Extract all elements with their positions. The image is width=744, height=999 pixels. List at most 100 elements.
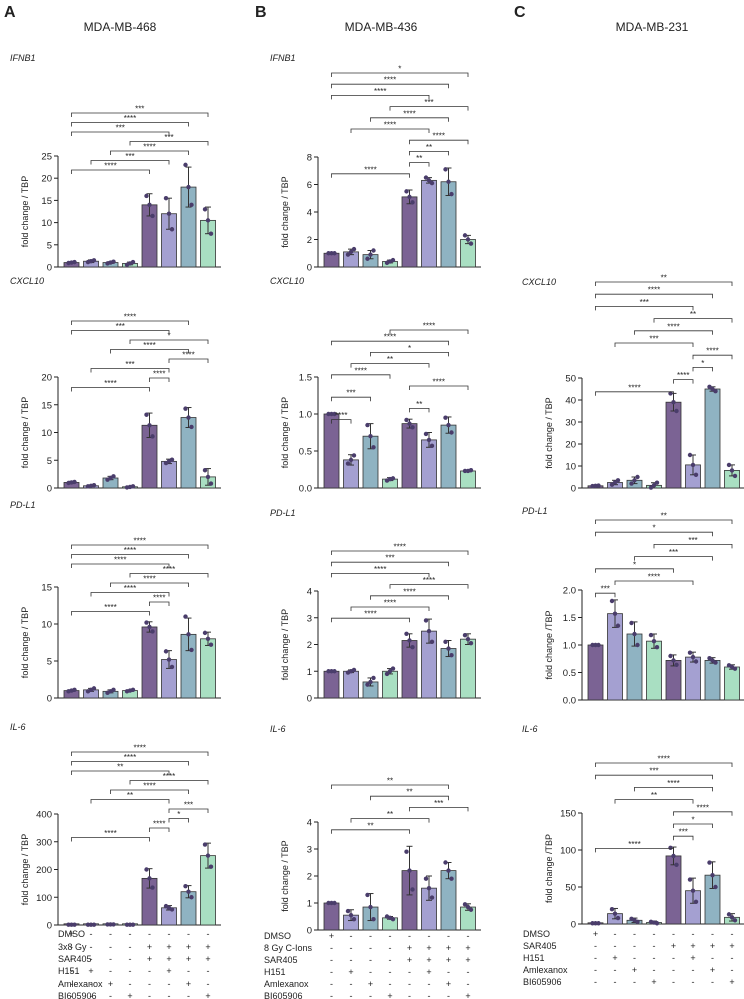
significance-bracket xyxy=(595,281,733,286)
significance-bracket xyxy=(71,112,209,117)
significance-bracket xyxy=(110,150,189,155)
data-point xyxy=(169,907,175,912)
data-point xyxy=(348,912,354,918)
data-point xyxy=(365,682,370,687)
data-point xyxy=(205,853,211,858)
data-point xyxy=(635,919,640,924)
bar xyxy=(421,179,437,268)
treatment-mark: - xyxy=(447,991,450,999)
treatment-mark: - xyxy=(614,965,617,975)
data-point xyxy=(365,422,370,428)
significance-bracket xyxy=(350,363,430,368)
significance-bracket xyxy=(331,561,449,567)
treatment-mark: - xyxy=(187,966,190,976)
treatment-mark: - xyxy=(731,953,734,963)
data-point xyxy=(205,218,211,223)
significance-bracket xyxy=(350,128,430,133)
significance-label: *** xyxy=(649,767,658,776)
significance-bracket xyxy=(331,173,410,178)
data-point xyxy=(163,649,169,654)
bar xyxy=(161,460,177,489)
bar xyxy=(401,196,418,268)
treatment-mark: - xyxy=(731,929,734,939)
significance-bracket xyxy=(595,774,713,780)
y-axis-label: fold change / TBP xyxy=(20,397,30,468)
treatment-mark: - xyxy=(672,977,675,987)
data-point xyxy=(147,202,152,208)
treatment-mark: - xyxy=(389,967,392,977)
treatment-label: SAR405 xyxy=(523,941,557,951)
significance-label: **** xyxy=(384,333,396,342)
treatment-mark: - xyxy=(428,991,431,999)
treatment-mark: - xyxy=(90,991,93,999)
treatment-mark: - xyxy=(447,931,450,941)
data-point xyxy=(72,259,77,265)
significance-bracket xyxy=(71,131,170,136)
significance-bracket xyxy=(331,617,410,623)
treatment-mark: + xyxy=(446,979,451,989)
data-point xyxy=(208,864,214,869)
significance-bracket xyxy=(149,827,170,832)
significance-label: * xyxy=(652,524,655,533)
significance-label: **** xyxy=(104,603,116,612)
treatment-label: Amlexanox xyxy=(58,979,103,989)
y-tick-label: 3 xyxy=(307,613,312,624)
treatment-mark: - xyxy=(594,965,597,975)
y-tick-label: 0.0 xyxy=(563,696,576,707)
data-point xyxy=(163,195,169,201)
significance-bracket xyxy=(634,556,713,561)
data-point xyxy=(629,481,634,486)
significance-bracket xyxy=(90,368,170,373)
y-tick-label: 5 xyxy=(47,240,52,251)
data-point xyxy=(404,849,409,854)
y-tick-label: 2 xyxy=(307,640,312,651)
significance-bracket xyxy=(71,751,209,756)
treatment-mark: - xyxy=(633,941,636,951)
treatment-mark: - xyxy=(168,929,171,939)
data-point xyxy=(410,644,415,650)
significance-label: ** xyxy=(661,512,667,521)
data-point xyxy=(144,412,149,417)
treatment-mark: - xyxy=(369,955,372,965)
data-point xyxy=(612,611,618,616)
significance-label: ** xyxy=(416,400,422,409)
treatment-mark: - xyxy=(614,929,617,939)
data-point xyxy=(651,483,657,488)
treatment-mark: - xyxy=(614,941,617,951)
panel-title: MDA-MB-436 xyxy=(345,20,418,34)
treatment-mark: - xyxy=(70,954,73,964)
treatment-mark: + xyxy=(387,991,392,999)
treatment-mark: - xyxy=(148,991,151,999)
treatment-mark: + xyxy=(632,965,637,975)
y-tick-label: 4 xyxy=(307,818,312,829)
y-tick-label: 2 xyxy=(307,872,312,883)
y-tick-label: 3 xyxy=(307,845,312,856)
significance-bracket xyxy=(71,611,150,616)
treatment-mark: - xyxy=(633,977,636,987)
bar xyxy=(685,656,701,701)
data-point xyxy=(345,908,351,914)
data-point xyxy=(407,421,412,426)
treatment-mark: + xyxy=(729,941,734,951)
treatment-mark: + xyxy=(465,991,470,999)
y-axis-label: fold change / TBP xyxy=(280,840,290,911)
y-tick-label: 1.0 xyxy=(563,641,576,652)
bar xyxy=(401,640,418,699)
y-axis-label: fold change / TBP xyxy=(20,607,30,678)
y-tick-label: 1.0 xyxy=(299,410,312,421)
data-point xyxy=(690,654,696,660)
bar xyxy=(460,638,476,699)
significance-label: **** xyxy=(364,610,376,619)
data-point xyxy=(72,922,77,927)
significance-bracket xyxy=(71,770,170,775)
treatment-mark: - xyxy=(653,929,656,939)
treatment-mark: - xyxy=(653,941,656,951)
data-point xyxy=(111,687,116,693)
treatment-mark: + xyxy=(593,929,598,939)
data-point xyxy=(202,842,208,847)
treatment-mark: - xyxy=(187,991,190,999)
significance-label: **** xyxy=(374,565,386,574)
significance-bracket xyxy=(331,550,469,555)
significance-label: **** xyxy=(628,840,640,849)
treatment-mark: + xyxy=(465,943,470,953)
